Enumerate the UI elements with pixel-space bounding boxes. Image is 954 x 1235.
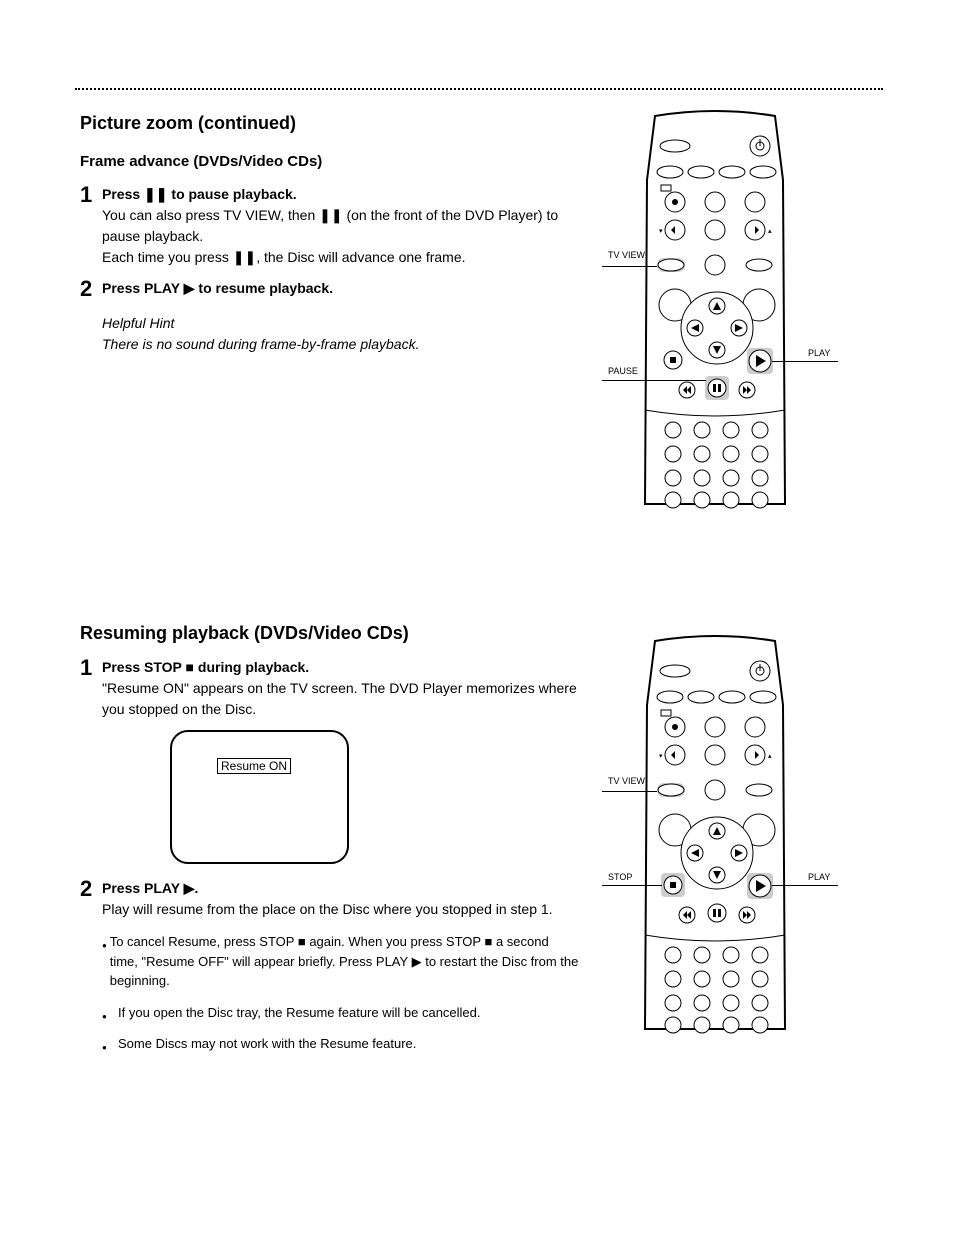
section-picture-zoom: Picture zoom (continued) Frame advance (… [80,110,580,355]
lead-line [772,885,838,886]
t: "Resume ON" appears on the TV screen. Th… [102,680,577,717]
step-2: 2 Press PLAY ▶ to resume playback. Helpf… [80,278,580,355]
t: Each time you press [102,249,229,265]
bullet-dot-icon [102,1003,118,1023]
lead-line [602,791,657,792]
section-title: Resuming playback (DVDs/Video CDs) [80,620,580,647]
play-icon: ▶ [412,954,422,969]
t: to pause playback. [171,186,296,202]
bullet-dot-icon [102,1034,118,1054]
pause-icon: ❚❚ [319,207,342,223]
step-num: 1 [80,184,102,268]
bullet: To cancel Resume, press STOP ■ again. Wh… [102,932,580,991]
step-1: 1 Press ❚❚ to pause playback. You can al… [80,184,580,268]
tv-resume-label: Resume ON [217,758,291,774]
step-2: 2 Press PLAY ▶. Play will resume from th… [80,878,580,1054]
t: Press PLAY [102,280,180,296]
label-play: PLAY [808,872,830,882]
stop-icon: ■ [484,934,492,949]
pause-icon: ❚❚ [144,186,167,202]
remote-diagram-b: ▾ ▴ [635,635,795,1035]
stop-icon: ■ [298,934,306,949]
svg-text:▾: ▾ [659,228,663,235]
t: during playback. [198,659,309,675]
pause-icon: ❚❚ [233,249,256,265]
bullet-dot-icon [102,932,110,991]
step-text: Press PLAY ▶ to resume playback. Helpful… [102,278,580,355]
lead-line [602,885,662,886]
t: To cancel Resume, press STOP [110,934,295,949]
play-icon: ▶ [184,280,195,296]
section-title: Picture zoom (continued) [80,110,580,137]
tv-screen-box: Resume ON [170,730,349,864]
step-num: 2 [80,278,102,355]
section-resume: Resuming playback (DVDs/Video CDs) 1 Pre… [80,620,580,1054]
label-pause: PAUSE [608,366,638,376]
remote-diagram-a: ▾ ▴ [635,110,795,510]
svg-text:▾: ▾ [659,753,663,760]
stop-icon: ■ [186,659,194,675]
step-text: Press STOP ■ during playback. "Resume ON… [102,657,580,720]
lead-line [602,266,657,267]
label-tvview: TV VIEW [608,250,645,260]
t: You can also press TV VIEW, then [102,207,315,223]
lead-line [602,380,706,381]
play-icon: ▶ [184,880,195,896]
step-1: 1 Press STOP ■ during playback. "Resume … [80,657,580,720]
bullet: If you open the Disc tray, the Resume fe… [102,1003,580,1023]
step-num: 1 [80,657,102,720]
tip-heading: Helpful Hint [102,315,174,331]
bullet: Some Discs may not work with the Resume … [102,1034,580,1054]
label-stop: STOP [608,872,632,882]
step-text: Press ❚❚ to pause playback. You can also… [102,184,580,268]
t: PLAY [376,954,408,969]
divider-dots [75,88,883,90]
t: Press STOP [102,659,182,675]
svg-text:▴: ▴ [768,753,772,760]
step-num: 2 [80,878,102,1054]
lead-line [772,361,838,362]
t: Press [102,186,140,202]
t: , the Disc will advance one frame. [256,249,465,265]
t: again. When you press [309,934,442,949]
t: to resume playback. [198,280,333,296]
t: . [195,880,199,896]
label-play: PLAY [808,348,830,358]
t: Play will resume from the place on the D… [102,901,553,917]
label-tvview: TV VIEW [608,776,645,786]
t: Press PLAY [102,880,180,896]
bullet-text: To cancel Resume, press STOP ■ again. Wh… [110,932,580,991]
svg-text:▴: ▴ [768,228,772,235]
bullet-text: Some Discs may not work with the Resume … [118,1034,416,1054]
tip-body: There is no sound during frame-by-frame … [102,336,419,352]
t: STOP [446,934,481,949]
bullet-text: If you open the Disc tray, the Resume fe… [118,1003,481,1023]
step-text: Press PLAY ▶. Play will resume from the … [102,878,580,1054]
section-subheading: Frame advance (DVDs/Video CDs) [80,151,580,174]
